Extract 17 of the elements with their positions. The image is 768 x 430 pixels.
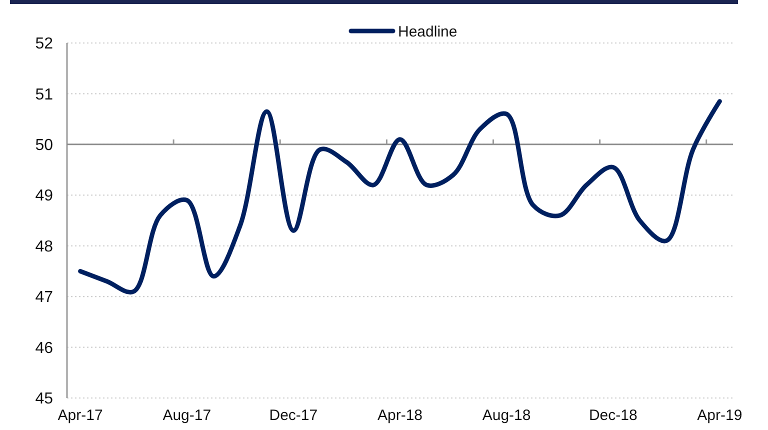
x-tick-label: Dec-17: [269, 407, 318, 424]
y-tick-label: 50: [35, 137, 54, 154]
x-tick-label: Dec-18: [588, 407, 638, 424]
x-tick-label: Aug-18: [482, 407, 531, 424]
line-series: [78, 99, 722, 294]
y-tick-label: 49: [35, 188, 54, 205]
x-tick-label: Apr-17: [58, 407, 103, 424]
x-tick-label: Apr-18: [377, 407, 423, 424]
y-tick-label: 46: [35, 340, 54, 357]
y-tick-label: 45: [35, 390, 54, 408]
y-tick-label: 47: [35, 289, 54, 306]
x-tick-label: Aug-17: [162, 407, 212, 424]
x-tick-label: Apr-19: [697, 407, 742, 424]
y-tick-label: 48: [35, 238, 54, 256]
y-tick-label: 51: [35, 86, 54, 104]
legend-label: Headline: [398, 24, 458, 40]
y-tick-label: 52: [35, 36, 54, 53]
